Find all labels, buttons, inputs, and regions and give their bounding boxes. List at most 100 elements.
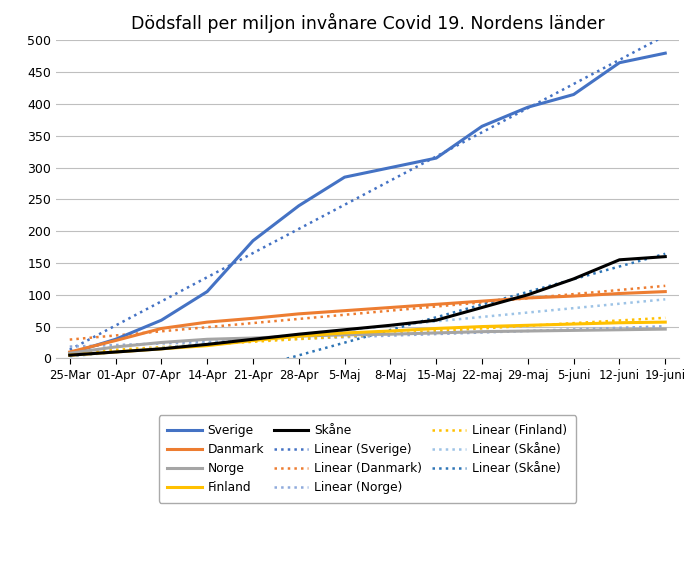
Linear (Skåne)	[158, 390, 166, 397]
Line: Linear (Skåne): Linear (Skåne)	[70, 254, 665, 419]
Linear (Skåne)	[386, 323, 395, 329]
Linear (Skåne)	[295, 352, 303, 359]
Finland	[386, 328, 395, 335]
Norge	[295, 332, 303, 339]
Finland	[661, 318, 669, 325]
Linear (Danmark)	[478, 299, 486, 306]
Line: Linear (Danmark): Linear (Danmark)	[70, 286, 665, 340]
Danmark	[66, 349, 74, 355]
Norge	[615, 326, 624, 333]
Linear (Danmark)	[432, 303, 440, 310]
Norge	[111, 343, 120, 350]
Finland	[158, 345, 166, 352]
Sverige	[203, 288, 211, 295]
Finland	[524, 322, 532, 329]
Norge	[432, 329, 440, 336]
Linear (Skåne)	[386, 327, 395, 334]
Sverige	[569, 91, 577, 98]
Linear (Skåne)	[66, 353, 74, 360]
Line: Sverige: Sverige	[70, 53, 665, 353]
Danmark	[569, 292, 577, 299]
Linear (Finland)	[248, 338, 257, 345]
Linear (Skåne)	[111, 349, 120, 355]
Linear (Sverige)	[158, 298, 166, 305]
Sverige	[111, 336, 120, 343]
Linear (Finland)	[203, 341, 211, 348]
Linear (Norge)	[66, 343, 74, 350]
Linear (Norge)	[478, 329, 486, 336]
Danmark	[111, 337, 120, 344]
Sverige	[295, 202, 303, 209]
Sverige	[661, 50, 669, 57]
Linear (Norge)	[569, 326, 577, 333]
Danmark	[661, 288, 669, 295]
Linear (Finland)	[661, 314, 669, 321]
Linear (Skåne)	[248, 335, 257, 342]
Linear (Skåne)	[478, 313, 486, 320]
Norge	[661, 325, 669, 332]
Legend: Sverige, Danmark, Norge, Finland, Skåne, Linear (Sverige), Linear (Danmark), Lin: Sverige, Danmark, Norge, Finland, Skåne,…	[159, 416, 576, 503]
Linear (Skåne)	[66, 416, 74, 423]
Linear (Skåne)	[432, 318, 440, 325]
Danmark	[295, 310, 303, 317]
Linear (Danmark)	[569, 291, 577, 298]
Danmark	[478, 298, 486, 305]
Danmark	[340, 307, 349, 314]
Linear (Skåne)	[158, 344, 166, 351]
Linear (Danmark)	[615, 287, 624, 294]
Danmark	[432, 301, 440, 307]
Norge	[158, 339, 166, 346]
Finland	[615, 319, 624, 326]
Danmark	[248, 315, 257, 322]
Linear (Finland)	[295, 336, 303, 343]
Finland	[66, 351, 74, 358]
Line: Linear (Norge): Linear (Norge)	[70, 326, 665, 347]
Linear (Sverige)	[661, 32, 669, 39]
Linear (Sverige)	[203, 274, 211, 281]
Skåne	[478, 304, 486, 311]
Danmark	[386, 304, 395, 311]
Linear (Sverige)	[248, 250, 257, 257]
Line: Norge: Norge	[70, 329, 665, 353]
Line: Linear (Skåne): Linear (Skåne)	[70, 299, 665, 357]
Sverige	[386, 164, 395, 171]
Linear (Danmark)	[295, 316, 303, 323]
Finland	[432, 325, 440, 332]
Linear (Skåne)	[524, 288, 532, 295]
Linear (Skåne)	[569, 276, 577, 283]
Danmark	[158, 325, 166, 332]
Skåne	[340, 326, 349, 333]
Skåne	[203, 341, 211, 348]
Linear (Skåne)	[111, 403, 120, 410]
Linear (Danmark)	[111, 332, 120, 339]
Linear (Skåne)	[615, 263, 624, 270]
Linear (Finland)	[569, 320, 577, 327]
Linear (Finland)	[158, 344, 166, 351]
Linear (Norge)	[661, 323, 669, 329]
Danmark	[524, 294, 532, 301]
Danmark	[203, 318, 211, 325]
Linear (Danmark)	[203, 324, 211, 331]
Finland	[478, 323, 486, 330]
Linear (Norge)	[432, 331, 440, 338]
Linear (Sverige)	[386, 177, 395, 184]
Linear (Norge)	[524, 328, 532, 335]
Linear (Skåne)	[340, 339, 349, 346]
Linear (Norge)	[158, 340, 166, 347]
Linear (Danmark)	[661, 283, 669, 290]
Norge	[340, 331, 349, 338]
Sverige	[66, 350, 74, 357]
Finland	[248, 337, 257, 344]
Linear (Skåne)	[248, 365, 257, 372]
Linear (Skåne)	[432, 314, 440, 321]
Norge	[248, 335, 257, 342]
Linear (Sverige)	[478, 129, 486, 136]
Linear (Finland)	[615, 317, 624, 324]
Finland	[295, 332, 303, 339]
Linear (Norge)	[203, 339, 211, 346]
Norge	[569, 327, 577, 334]
Skåne	[158, 345, 166, 352]
Linear (Norge)	[340, 334, 349, 340]
Skåne	[432, 317, 440, 324]
Linear (Skåne)	[295, 331, 303, 338]
